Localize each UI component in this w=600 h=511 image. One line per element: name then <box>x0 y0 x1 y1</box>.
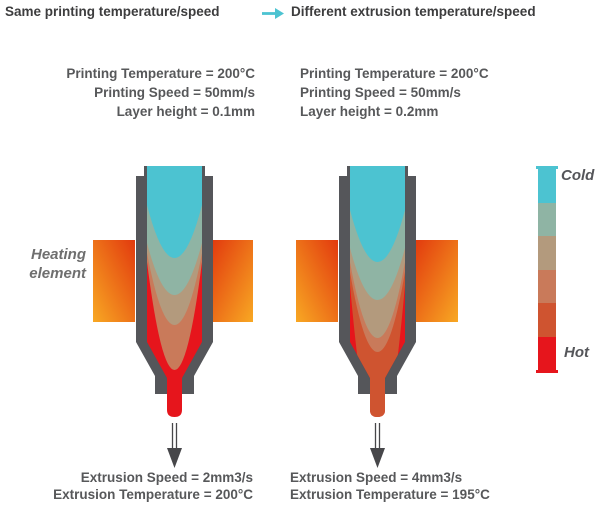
nozzle-right-diagram <box>296 166 458 468</box>
param-line: Extrusion Speed = 4mm3/s <box>290 470 463 485</box>
left-printing-params: Printing Temperature = 200°C Printing Sp… <box>30 64 255 121</box>
scale-cold-label: Cold <box>561 167 595 184</box>
right-printing-params: Printing Temperature = 200°C Printing Sp… <box>300 64 550 121</box>
param-line: Extrusion Speed = 2mm3/s <box>80 470 253 485</box>
scale-segment-4 <box>538 303 556 337</box>
right-arrow-icon <box>262 8 284 19</box>
heating-block-right <box>415 240 458 322</box>
heating-element-label: Heating element <box>29 246 86 282</box>
melt-gradient <box>350 166 405 417</box>
param-line: Extrusion Temperature = 200°C <box>53 487 253 502</box>
param-line: Printing Speed = 50mm/s <box>300 85 461 100</box>
heating-block-left <box>296 240 338 322</box>
temperature-scale <box>536 166 558 373</box>
nozzle-left-diagram <box>93 166 253 468</box>
left-extrusion-params: Extrusion Speed = 2mm3/s Extrusion Tempe… <box>20 469 253 503</box>
down-arrow-icon <box>167 423 182 468</box>
title-left: Same printing temperature/speed <box>5 4 220 19</box>
scale-hot-label: Hot <box>564 344 589 361</box>
title-right: Different extrusion temperature/speed <box>291 4 536 19</box>
param-line: Extrusion Temperature = 195°C <box>290 487 490 502</box>
scale-cap-top <box>536 166 558 169</box>
scale-segment-2 <box>538 236 556 270</box>
barrel-lip-left <box>144 166 147 178</box>
barrel-lip-left <box>347 166 350 178</box>
scale-segment-1 <box>538 202 556 236</box>
param-line: Layer height = 0.1mm <box>116 104 255 119</box>
scale-segment-0 <box>538 169 556 203</box>
barrel-lip-right <box>405 166 408 178</box>
down-arrow-icon <box>370 423 385 468</box>
param-line: Printing Temperature = 200°C <box>66 66 255 81</box>
scale-cap-bottom <box>536 370 558 373</box>
param-line: Layer height = 0.2mm <box>300 104 439 119</box>
right-extrusion-params: Extrusion Speed = 4mm3/s Extrusion Tempe… <box>290 469 550 503</box>
param-line: Printing Speed = 50mm/s <box>94 85 255 100</box>
param-line: Printing Temperature = 200°C <box>300 66 489 81</box>
scale-segment-5 <box>538 336 556 370</box>
barrel-lip-right <box>202 166 205 178</box>
heating-block-left <box>93 240 135 322</box>
scale-segment-3 <box>538 269 556 303</box>
heating-block-right <box>212 240 253 322</box>
